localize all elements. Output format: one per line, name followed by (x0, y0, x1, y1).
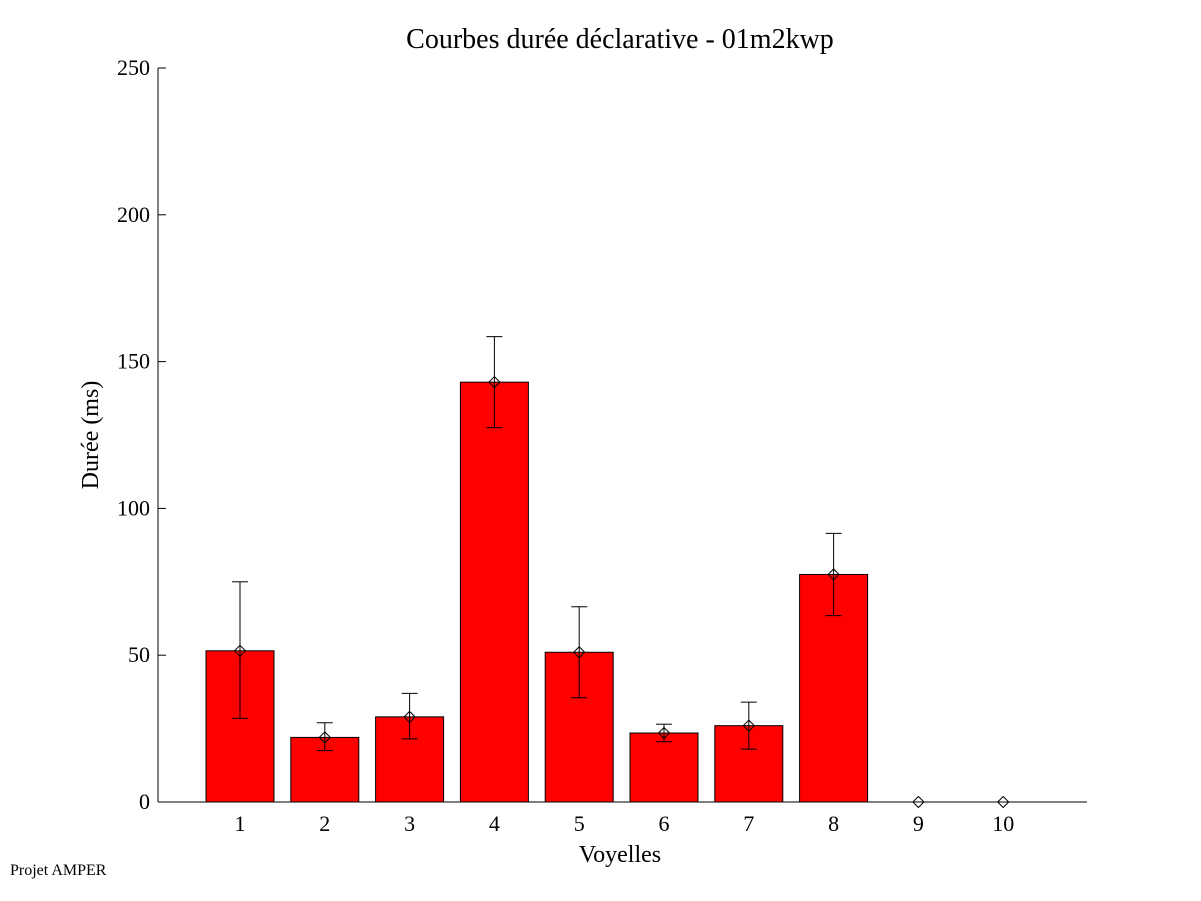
diamond-marker (996, 795, 1010, 809)
credit-text: Projet AMPER (10, 862, 107, 879)
x-axis: 1 2 3 4 5 6 7 8 9 10 (158, 801, 1087, 836)
diamond-marker (488, 375, 501, 389)
bars-group (205, 381, 869, 803)
bar (629, 732, 699, 803)
error-bars-group (232, 336, 842, 752)
diamond-marker (403, 710, 416, 724)
x-tick-label: 10 (992, 811, 1014, 836)
x-tick-label: 4 (489, 811, 500, 836)
x-tick-label: 3 (404, 811, 415, 836)
y-axis-label: Durée (ms) (78, 381, 104, 490)
markers-group (233, 375, 1010, 809)
x-tick-label: 9 (913, 811, 924, 836)
x-tick-label: 1 (235, 811, 246, 836)
bar (459, 381, 529, 803)
y-tick-label: 200 (117, 202, 150, 227)
diamond-marker (572, 646, 586, 659)
diamond-marker (827, 568, 840, 581)
y-axis: 0 50 100 150 200 250 (117, 55, 166, 814)
chart-title: Courbes durée déclarative - 01m2kwp (406, 24, 834, 55)
x-axis-label: Voyelles (579, 842, 661, 868)
x-tick-label: 5 (574, 811, 585, 836)
diamond-marker (318, 731, 332, 744)
diamond-marker (233, 644, 247, 658)
diamond-marker (657, 726, 671, 740)
x-tick-label: 6 (659, 811, 670, 836)
diamond-marker (912, 795, 925, 809)
x-tick-label: 2 (319, 811, 330, 836)
y-tick-label: 50 (128, 642, 150, 667)
diamond-marker (742, 719, 756, 732)
x-tick-label: 7 (743, 811, 754, 836)
y-tick-label: 0 (139, 789, 150, 814)
y-tick-label: 250 (117, 55, 150, 80)
y-tick-label: 150 (117, 349, 150, 374)
x-tick-label: 8 (828, 811, 839, 836)
y-tick-label: 100 (117, 495, 150, 520)
